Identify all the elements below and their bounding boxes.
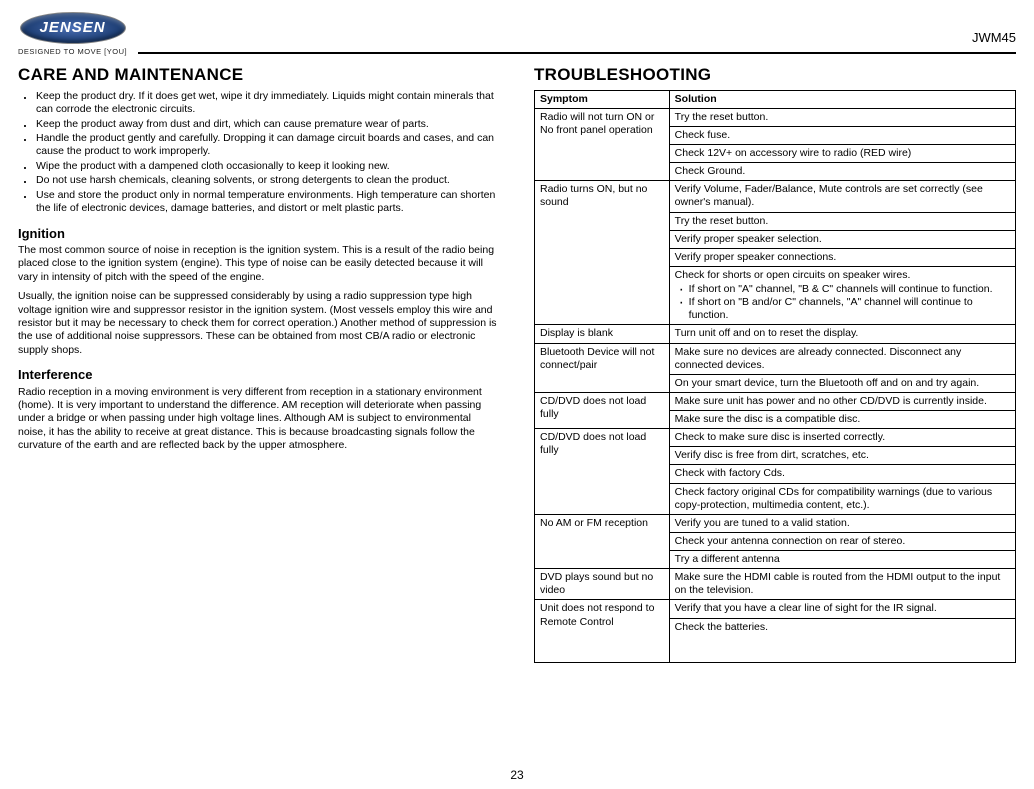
table-row: Display is blank Turn unit off and on to… — [535, 325, 1016, 343]
right-column: TROUBLESHOOTING Symptom Solution Radio w… — [534, 64, 1016, 662]
th-solution: Solution — [669, 90, 1015, 108]
symptom-cell: CD/DVD does not load fully — [535, 429, 670, 515]
care-bullet: Wipe the product with a dampened cloth o… — [36, 160, 500, 173]
model-number: JWM45 — [972, 12, 1016, 46]
solution-cell: Check for shorts or open circuits on spe… — [669, 266, 1015, 325]
solution-cell: Check fuse. — [669, 126, 1015, 144]
symptom-cell: No AM or FM reception — [535, 514, 670, 568]
symptom-cell: Display is blank — [535, 325, 670, 343]
symptom-cell: Radio will not turn ON or No front panel… — [535, 108, 670, 181]
solution-cell: Check factory original CDs for compatibi… — [669, 483, 1015, 514]
solution-cell: Check to make sure disc is inserted corr… — [669, 429, 1015, 447]
solution-cell: Check the batteries. — [669, 618, 1015, 662]
care-bullet: Use and store the product only in normal… — [36, 189, 500, 216]
care-bullet: Do not use harsh chemicals, cleaning sol… — [36, 174, 500, 187]
care-title: CARE AND MAINTENANCE — [18, 64, 500, 85]
solution-cell: Verify you are tuned to a valid station. — [669, 514, 1015, 532]
solution-cell: Verify proper speaker connections. — [669, 248, 1015, 266]
ignition-heading: Ignition — [18, 226, 500, 242]
solution-cell: Verify disc is free from dirt, scratches… — [669, 447, 1015, 465]
table-row: Bluetooth Device will not connect/pair M… — [535, 343, 1016, 374]
solution-cell: Make sure the HDMI cable is routed from … — [669, 569, 1015, 600]
table-row: No AM or FM reception Verify you are tun… — [535, 514, 1016, 532]
interference-heading: Interference — [18, 367, 500, 383]
ignition-para: Usually, the ignition noise can be suppr… — [18, 290, 500, 357]
solution-cell: Make sure unit has power and no other CD… — [669, 392, 1015, 410]
solution-cell: Turn unit off and on to reset the displa… — [669, 325, 1015, 343]
troubleshooting-table: Symptom Solution Radio will not turn ON … — [534, 90, 1016, 663]
solution-cell: On your smart device, turn the Bluetooth… — [669, 374, 1015, 392]
table-header-row: Symptom Solution — [535, 90, 1016, 108]
interference-para: Radio reception in a moving environment … — [18, 386, 500, 453]
table-row: Radio turns ON, but no sound Verify Volu… — [535, 181, 1016, 212]
care-bullet: Handle the product gently and carefully.… — [36, 132, 500, 159]
table-row: CD/DVD does not load fully Make sure uni… — [535, 392, 1016, 410]
solution-sub-item: If short on "B and/or C" channels, "A" c… — [689, 296, 1010, 322]
table-row: CD/DVD does not load fully Check to make… — [535, 429, 1016, 447]
brand-logo: JENSEN — [20, 12, 126, 44]
solution-cell: Verify Volume, Fader/Balance, Mute contr… — [669, 181, 1015, 212]
solution-cell: Make sure the disc is a compatible disc. — [669, 411, 1015, 429]
solution-cell: Verify that you have a clear line of sig… — [669, 600, 1015, 618]
symptom-cell: CD/DVD does not load fully — [535, 392, 670, 428]
solution-text: Check for shorts or open circuits on spe… — [675, 269, 911, 281]
table-row: Radio will not turn ON or No front panel… — [535, 108, 1016, 126]
solution-sub-list: If short on "A" channel, "B & C" channel… — [675, 283, 1010, 322]
page-number: 23 — [510, 768, 523, 783]
content-columns: CARE AND MAINTENANCE Keep the product dr… — [18, 64, 1016, 662]
solution-cell: Try the reset button. — [669, 108, 1015, 126]
symptom-cell: DVD plays sound but no video — [535, 569, 670, 600]
solution-cell: Check Ground. — [669, 163, 1015, 181]
solution-cell: Try the reset button. — [669, 212, 1015, 230]
solution-cell: Try a different antenna — [669, 551, 1015, 569]
symptom-cell: Unit does not respond to Remote Control — [535, 600, 670, 662]
solution-cell: Check your antenna connection on rear of… — [669, 532, 1015, 550]
symptom-cell: Bluetooth Device will not connect/pair — [535, 343, 670, 392]
solution-sub-item: If short on "A" channel, "B & C" channel… — [689, 283, 1010, 296]
brand-tagline: DESIGNED TO MOVE [YOU] — [18, 47, 127, 56]
header-rule — [138, 52, 1016, 54]
solution-cell: Check with factory Cds. — [669, 465, 1015, 483]
care-bullet: Keep the product away from dust and dirt… — [36, 118, 500, 131]
solution-cell: Make sure no devices are already connect… — [669, 343, 1015, 374]
care-bullet: Keep the product dry. If it does get wet… — [36, 90, 500, 117]
left-column: CARE AND MAINTENANCE Keep the product dr… — [18, 64, 500, 662]
ignition-para: The most common source of noise in recep… — [18, 244, 500, 284]
table-row: Unit does not respond to Remote Control … — [535, 600, 1016, 618]
symptom-cell: Radio turns ON, but no sound — [535, 181, 670, 325]
table-row: DVD plays sound but no video Make sure t… — [535, 569, 1016, 600]
solution-cell: Verify proper speaker selection. — [669, 230, 1015, 248]
brand-block: JENSEN DESIGNED TO MOVE [YOU] — [18, 12, 127, 56]
care-bullets: Keep the product dry. If it does get wet… — [18, 90, 500, 216]
troubleshooting-title: TROUBLESHOOTING — [534, 64, 1016, 85]
solution-cell: Check 12V+ on accessory wire to radio (R… — [669, 145, 1015, 163]
th-symptom: Symptom — [535, 90, 670, 108]
